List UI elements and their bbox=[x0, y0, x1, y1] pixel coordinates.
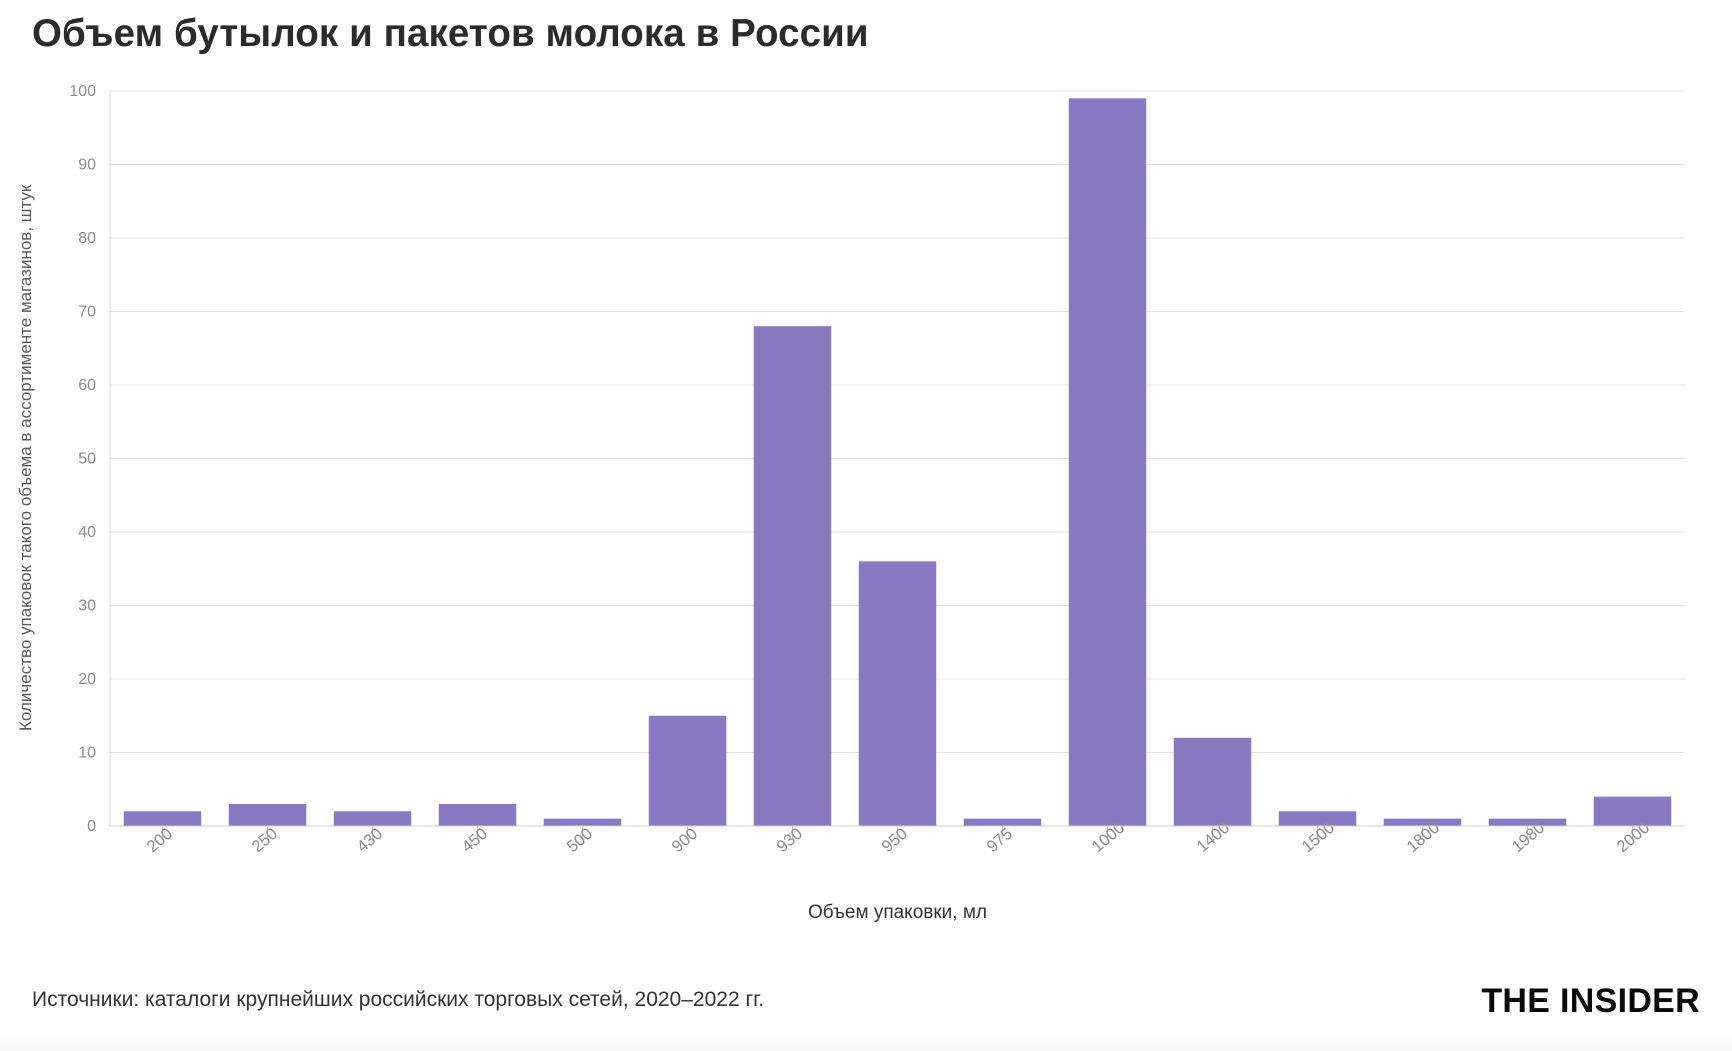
svg-text:90: 90 bbox=[78, 157, 96, 174]
svg-text:60: 60 bbox=[78, 377, 96, 394]
svg-text:450: 450 bbox=[459, 825, 492, 856]
svg-text:80: 80 bbox=[78, 230, 96, 247]
svg-text:200: 200 bbox=[144, 825, 177, 856]
svg-text:500: 500 bbox=[564, 825, 597, 856]
svg-text:Объем упаковки, мл: Объем упаковки, мл bbox=[808, 902, 987, 923]
svg-text:20: 20 bbox=[78, 671, 96, 688]
svg-text:70: 70 bbox=[78, 304, 96, 321]
svg-text:50: 50 bbox=[78, 451, 96, 468]
svg-text:975: 975 bbox=[984, 825, 1017, 856]
svg-text:950: 950 bbox=[879, 825, 912, 856]
svg-text:250: 250 bbox=[249, 825, 282, 856]
svg-text:100: 100 bbox=[69, 83, 96, 100]
svg-text:0: 0 bbox=[87, 818, 96, 835]
svg-text:30: 30 bbox=[78, 598, 96, 615]
svg-text:430: 430 bbox=[354, 825, 387, 856]
svg-text:10: 10 bbox=[78, 745, 96, 762]
svg-text:930: 930 bbox=[774, 825, 807, 856]
svg-text:40: 40 bbox=[78, 524, 96, 541]
svg-text:900: 900 bbox=[669, 825, 702, 856]
